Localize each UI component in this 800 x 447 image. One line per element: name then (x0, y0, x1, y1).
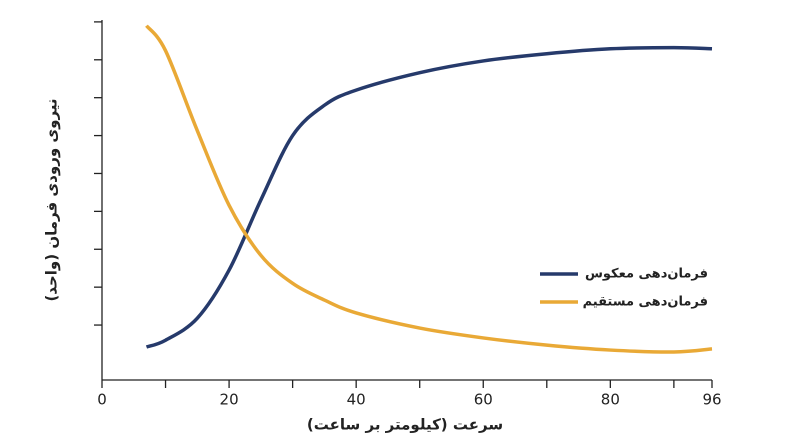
legend-label: فرمان‌دهی معکوس (585, 267, 708, 282)
x-tick-label: 80 (601, 391, 620, 409)
x-tick-label: 60 (474, 391, 493, 409)
x-tick-label: 40 (347, 391, 366, 409)
line-series (145, 24, 713, 354)
x-tick-label: 20 (220, 391, 239, 409)
legend-label: فرمان‌دهی مستقیم (583, 295, 708, 310)
x-tick-label: 0 (97, 391, 107, 409)
y-axis-label: نیروی ورودی فرمان (واحد) (43, 98, 61, 301)
x-tick-label: 96 (702, 391, 721, 409)
line-series (145, 45, 713, 349)
x-axis-label: سرعت (کیلومتر بر ساعت) (307, 416, 503, 434)
